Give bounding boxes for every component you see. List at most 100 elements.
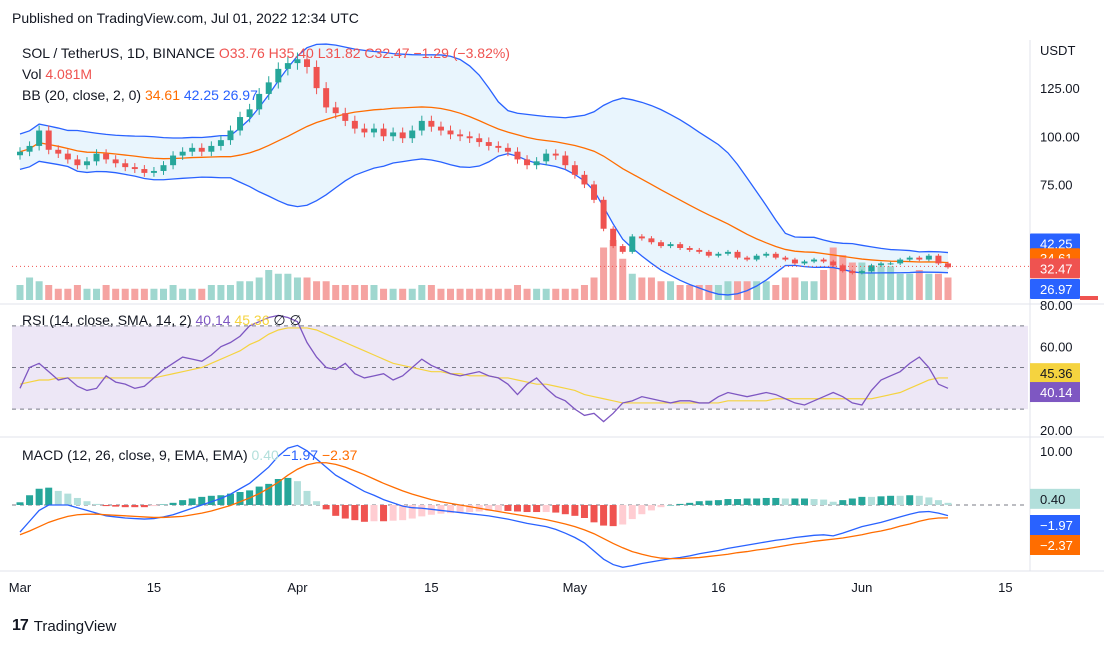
macd-hist-bar <box>571 505 579 516</box>
macd-value: −2.37 <box>322 447 358 463</box>
volume-bar <box>839 255 847 300</box>
candle-body <box>830 261 837 266</box>
macd-hist-bar <box>647 505 655 511</box>
macd-hist-bar <box>820 499 828 505</box>
candle-body <box>524 159 531 166</box>
candle-body <box>437 126 444 131</box>
candle-body <box>897 259 904 264</box>
volume-bar <box>705 285 713 300</box>
volume-bar <box>140 288 148 300</box>
candle-body <box>619 246 626 252</box>
candle-body <box>744 257 751 260</box>
volume-bar <box>542 288 550 300</box>
volume-bar <box>360 285 368 300</box>
macd-hist-bar <box>686 502 694 505</box>
macd-hist-bar <box>705 500 713 505</box>
macd-hist-bar <box>753 498 761 505</box>
price-tick-label: 75.00 <box>1040 177 1073 192</box>
candle-body <box>878 263 885 266</box>
macd-hist-bar <box>619 505 627 525</box>
macd-hist-bar <box>179 500 187 505</box>
macd-hist-bar <box>791 498 799 505</box>
volume-bar <box>150 288 158 300</box>
volume-bar <box>667 281 675 300</box>
candle-body <box>820 259 827 262</box>
macd-hist-bar <box>513 505 521 512</box>
volume-bar <box>561 288 569 300</box>
volume-bar <box>829 247 837 300</box>
bb-legend: BB (20, close, 2, 0) 34.61 42.25 26.97 <box>22 87 258 103</box>
volume-bar <box>341 285 349 300</box>
candle-body <box>801 261 808 264</box>
candle-body <box>811 259 818 262</box>
candle-body <box>610 228 617 247</box>
volume-bar <box>820 270 828 300</box>
volume-bar <box>236 281 244 300</box>
price-tick-label: 100.00 <box>1040 129 1080 144</box>
macd-hist-bar <box>341 505 349 519</box>
volume-bar <box>800 281 808 300</box>
x-axis-label: 15 <box>424 580 438 595</box>
volume-bar <box>437 288 445 300</box>
macd-hist-bar <box>226 493 234 505</box>
candle-body <box>208 145 215 152</box>
macd-hist-bar <box>447 505 455 514</box>
candle-body <box>858 271 865 274</box>
candle-body <box>246 109 253 118</box>
volume-bar <box>676 285 684 300</box>
macd-hist-bar <box>915 495 923 505</box>
volume-bar <box>64 288 72 300</box>
volume-bar <box>83 288 91 300</box>
volume-bar <box>54 288 62 300</box>
candle-body <box>868 265 875 272</box>
macd-hist-bar <box>456 505 464 513</box>
candle-body <box>724 251 731 254</box>
x-axis-label: 16 <box>711 580 725 595</box>
candle-body <box>36 130 43 146</box>
macd-tick-label: 10.00 <box>1040 444 1073 459</box>
macd-hist-bar <box>188 498 196 505</box>
volume-bar <box>112 288 120 300</box>
candle-body <box>409 130 416 139</box>
macd-hist-bar <box>389 505 397 521</box>
rsi-tick-label: 80.00 <box>1040 298 1073 313</box>
macd-hist-bar <box>380 505 388 522</box>
macd-hist-bar <box>150 505 158 507</box>
volume-bar <box>638 277 646 300</box>
candle-body <box>131 167 138 170</box>
candle-body <box>753 255 760 260</box>
volume-bar <box>714 285 722 300</box>
volume-bar <box>179 288 187 300</box>
signal-line <box>19 462 949 560</box>
macd-hist-bar <box>351 505 359 521</box>
macd-tag <box>1030 515 1080 535</box>
macd-hist-bar <box>370 505 378 522</box>
volume-bar <box>399 288 407 300</box>
macd-hist-bar <box>676 503 684 505</box>
macd-tag <box>1030 488 1080 509</box>
candle-body <box>657 242 664 247</box>
volume-value: 4.081M <box>45 66 92 82</box>
volume-bar <box>580 285 588 300</box>
volume-bar <box>198 288 206 300</box>
macd-hist-bar <box>552 505 560 513</box>
candle-body <box>179 151 186 156</box>
rsi-tag-label: 45.36 <box>1040 366 1073 381</box>
volume-bar <box>447 288 455 300</box>
volume-bar <box>887 266 895 300</box>
candle-body <box>160 165 167 171</box>
brand-name: TradingView <box>33 617 117 635</box>
candle-body <box>93 153 100 162</box>
macd-legend: MACD (12, 26, close, 9, EMA, EMA) 0.40 −… <box>22 447 358 463</box>
macd-hist-bar <box>695 501 703 505</box>
macd-hist-bar <box>762 497 770 505</box>
macd-tag-label: −2.37 <box>1040 538 1073 553</box>
volume-bar <box>513 285 521 300</box>
macd-hist-bar <box>437 505 445 514</box>
axis-unit-label: USDT <box>1040 43 1075 58</box>
volume-bar <box>303 277 311 300</box>
volume-bar <box>867 266 875 300</box>
macd-hist-bar <box>418 505 426 517</box>
volume-bar <box>485 288 493 300</box>
